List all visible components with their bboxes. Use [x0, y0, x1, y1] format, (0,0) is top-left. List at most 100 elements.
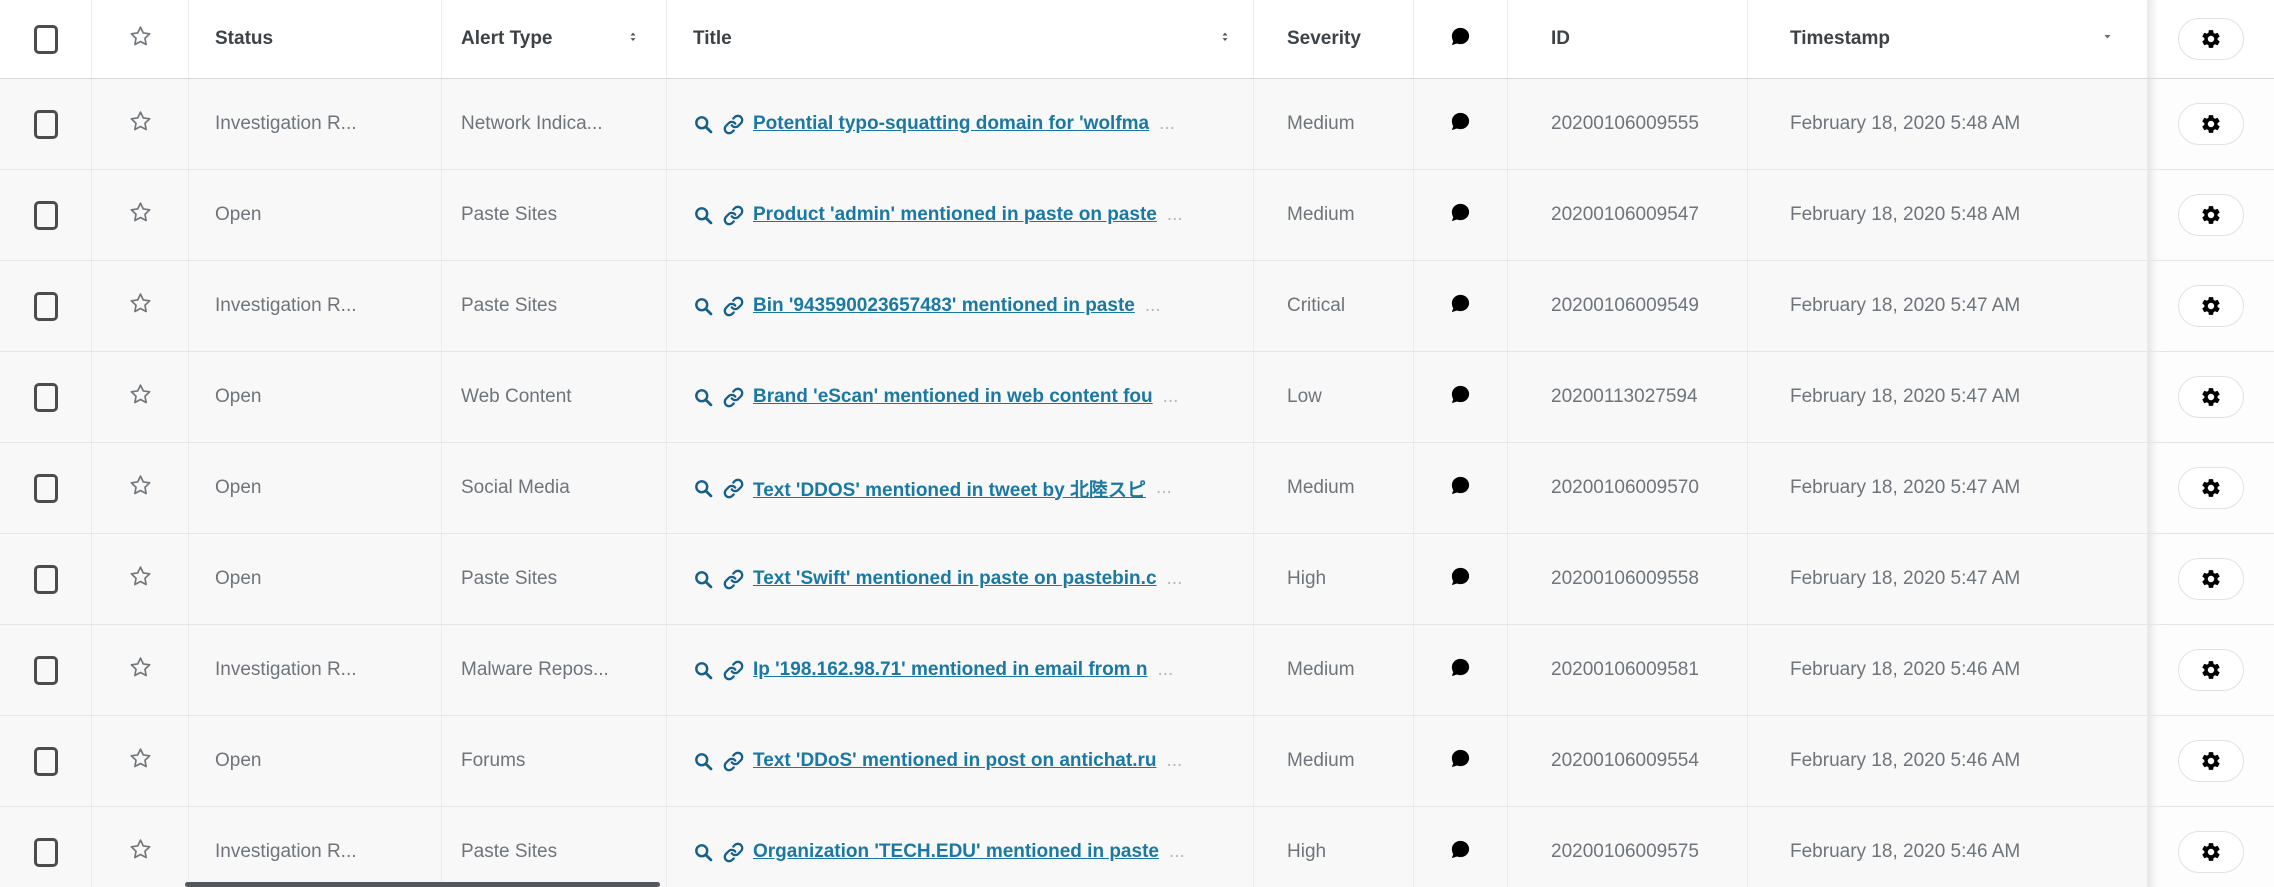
comment-indicator-icon[interactable]	[1449, 292, 1472, 320]
row-actions-gear-button[interactable]	[2178, 831, 2244, 873]
column-header-alert-type[interactable]: Alert Type	[442, 0, 667, 78]
row-select-checkbox[interactable]	[33, 291, 58, 321]
row-select-checkbox[interactable]	[33, 837, 58, 867]
table-row: Open Web Content Brand 'eScan' mentioned…	[0, 352, 2274, 443]
sort-updown-icon[interactable]	[1217, 29, 1233, 50]
row-actions-gear-button[interactable]	[2178, 467, 2244, 509]
comment-indicator-icon[interactable]	[1449, 565, 1472, 593]
search-icon[interactable]	[693, 387, 714, 408]
title-ellipsis: ...	[1166, 204, 1183, 225]
title-ellipsis: ...	[1157, 659, 1174, 680]
alert-title-link[interactable]: Text 'Swift' mentioned in paste on paste…	[753, 568, 1157, 589]
link-icon[interactable]	[723, 842, 744, 863]
row-select-checkbox[interactable]	[33, 655, 58, 685]
star-icon[interactable]	[128, 109, 153, 139]
alert-title-link[interactable]: Text 'DDoS' mentioned in post on anticha…	[753, 750, 1157, 771]
link-icon[interactable]	[723, 478, 744, 499]
link-icon[interactable]	[723, 660, 744, 681]
row-actions-gear-button[interactable]	[2178, 740, 2244, 782]
table-row: Open Forums Text 'DDoS' mentioned in pos…	[0, 716, 2274, 807]
comment-indicator-icon[interactable]	[1449, 110, 1472, 138]
alert-type-value: Forums	[461, 750, 526, 771]
search-icon[interactable]	[693, 296, 714, 317]
alert-type-value: Paste Sites	[461, 568, 558, 589]
star-icon[interactable]	[128, 382, 153, 412]
search-icon[interactable]	[693, 569, 714, 590]
search-icon[interactable]	[693, 751, 714, 772]
row-actions-gear-button[interactable]	[2178, 649, 2244, 691]
sort-updown-icon[interactable]	[625, 29, 641, 50]
search-icon[interactable]	[693, 478, 714, 499]
star-icon[interactable]	[128, 291, 153, 321]
comment-indicator-icon[interactable]	[1449, 201, 1472, 229]
star-icon[interactable]	[128, 473, 153, 503]
search-icon[interactable]	[693, 660, 714, 681]
row-select-checkbox[interactable]	[33, 473, 58, 503]
comment-indicator-icon[interactable]	[1449, 656, 1472, 684]
alert-title-link[interactable]: Potential typo-squatting domain for 'wol…	[753, 113, 1150, 134]
status-value: Investigation R...	[215, 113, 357, 134]
status-value: Open	[215, 477, 262, 498]
column-header-title[interactable]: Title	[667, 0, 1254, 78]
caret-down-icon[interactable]	[2100, 29, 2115, 49]
link-icon[interactable]	[723, 387, 744, 408]
table-header: Status Alert Type Title Severity ID Time…	[0, 0, 2274, 79]
row-actions-gear-button[interactable]	[2178, 103, 2244, 145]
row-select-checkbox[interactable]	[33, 109, 58, 139]
table-settings-button[interactable]	[2178, 18, 2244, 60]
column-header-severity: Severity	[1287, 28, 1361, 49]
comment-indicator-icon[interactable]	[1449, 838, 1472, 866]
severity-value: Medium	[1287, 659, 1355, 680]
table-row: Open Social Media Text 'DDOS' mentioned …	[0, 443, 2274, 534]
select-all-checkbox[interactable]	[33, 24, 58, 54]
title-ellipsis: ...	[1168, 841, 1185, 862]
title-ellipsis: ...	[1159, 113, 1175, 134]
alert-id-value: 20200106009581	[1551, 659, 1699, 680]
star-icon[interactable]	[128, 746, 153, 776]
alert-title-link[interactable]: Ip '198.162.98.71' mentioned in email fr…	[753, 659, 1148, 680]
search-icon[interactable]	[693, 205, 714, 226]
link-icon[interactable]	[723, 296, 744, 317]
alert-id-value: 20200106009575	[1551, 841, 1699, 862]
row-select-checkbox[interactable]	[33, 564, 58, 594]
comment-indicator-icon[interactable]	[1449, 747, 1472, 775]
column-header-timestamp[interactable]: Timestamp	[1748, 0, 2148, 78]
alert-id-value: 20200106009547	[1551, 204, 1699, 225]
status-value: Open	[215, 204, 262, 225]
row-actions-gear-button[interactable]	[2178, 194, 2244, 236]
link-icon[interactable]	[723, 569, 744, 590]
row-select-checkbox[interactable]	[33, 746, 58, 776]
horizontal-scrollbar-thumb[interactable]	[185, 882, 660, 887]
column-header-status: Status	[215, 28, 274, 49]
search-icon[interactable]	[693, 114, 714, 135]
row-actions-gear-button[interactable]	[2178, 376, 2244, 418]
alert-title-link[interactable]: Text 'DDOS' mentioned in tweet by 北陸スピ	[753, 479, 1146, 501]
timestamp-value: February 18, 2020 5:47 AM	[1790, 386, 2021, 407]
status-value: Investigation R...	[215, 295, 357, 316]
star-icon[interactable]	[128, 564, 153, 594]
alert-title-link[interactable]: Product 'admin' mentioned in paste on pa…	[753, 204, 1157, 225]
comment-indicator-icon[interactable]	[1449, 383, 1472, 411]
title-ellipsis: ...	[1166, 568, 1183, 589]
status-value: Investigation R...	[215, 841, 357, 862]
star-icon[interactable]	[128, 200, 153, 230]
search-icon[interactable]	[693, 842, 714, 863]
alert-title-link[interactable]: Bin '943590023657483' mentioned in paste	[753, 295, 1135, 316]
timestamp-value: February 18, 2020 5:48 AM	[1790, 113, 2021, 134]
comment-indicator-icon[interactable]	[1449, 474, 1472, 502]
severity-value: High	[1287, 841, 1327, 862]
star-icon[interactable]	[128, 24, 153, 54]
row-actions-gear-button[interactable]	[2178, 558, 2244, 600]
row-select-checkbox[interactable]	[33, 200, 58, 230]
row-actions-gear-button[interactable]	[2178, 285, 2244, 327]
alert-title-link[interactable]: Organization 'TECH.EDU' mentioned in pas…	[753, 841, 1159, 862]
link-icon[interactable]	[723, 751, 744, 772]
alert-title-link[interactable]: Brand 'eScan' mentioned in web content f…	[753, 386, 1153, 407]
link-icon[interactable]	[723, 114, 744, 135]
star-icon[interactable]	[128, 655, 153, 685]
star-icon[interactable]	[128, 837, 153, 867]
severity-value: Low	[1287, 386, 1322, 407]
row-select-checkbox[interactable]	[33, 382, 58, 412]
link-icon[interactable]	[723, 205, 744, 226]
table-row: Open Paste Sites Product 'admin' mention…	[0, 170, 2274, 261]
